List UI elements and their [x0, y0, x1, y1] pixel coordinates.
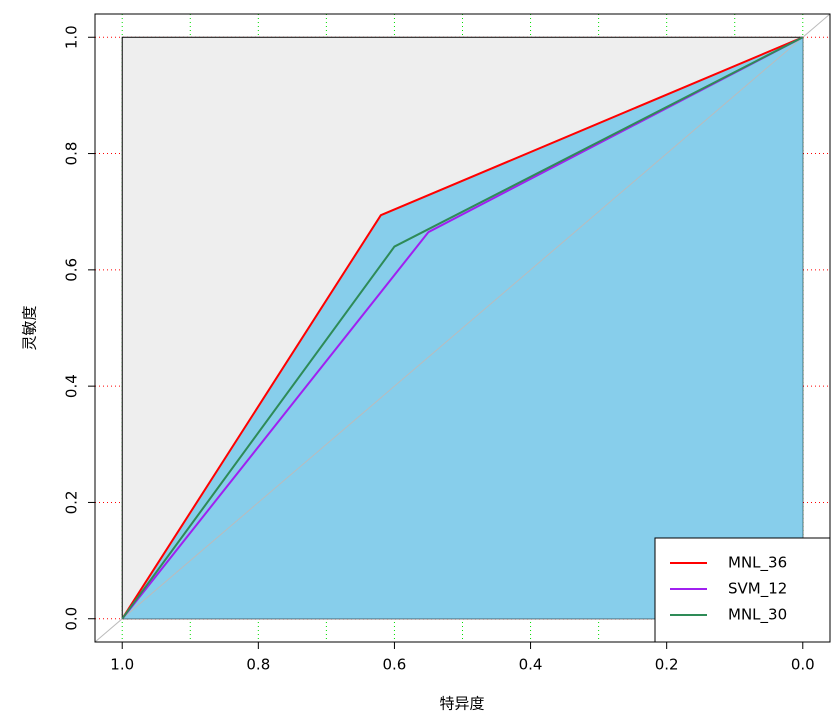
y-tick-label: 0.8: [63, 142, 81, 166]
x-axis-label: 特异度: [439, 695, 484, 713]
x-tick-label: 0.2: [655, 656, 679, 674]
plot-frame: [94, 13, 831, 643]
x-tick-label: 1.0: [110, 656, 134, 674]
legend-label: MNL_36: [728, 554, 787, 573]
series-line: [121, 36, 804, 620]
y-tick-label: 0.6: [63, 258, 81, 282]
x-tick-label: 0.4: [519, 656, 543, 674]
y-tick-label: 0.4: [63, 374, 81, 398]
x-tick-label: 0.0: [791, 656, 815, 674]
y-tick-label: 0.2: [63, 491, 81, 515]
y-tick-label: 0.0: [63, 607, 81, 631]
series-line: [121, 36, 804, 620]
legend-label: SVM_12: [728, 580, 787, 599]
y-tick-label: 1.0: [63, 25, 81, 49]
legend-label: MNL_30: [728, 606, 787, 625]
x-tick-label: 0.8: [246, 656, 270, 674]
y-axis-label: 灵敏度: [21, 305, 39, 350]
x-tick-label: 0.6: [383, 656, 407, 674]
diagonal: [94, 13, 831, 643]
